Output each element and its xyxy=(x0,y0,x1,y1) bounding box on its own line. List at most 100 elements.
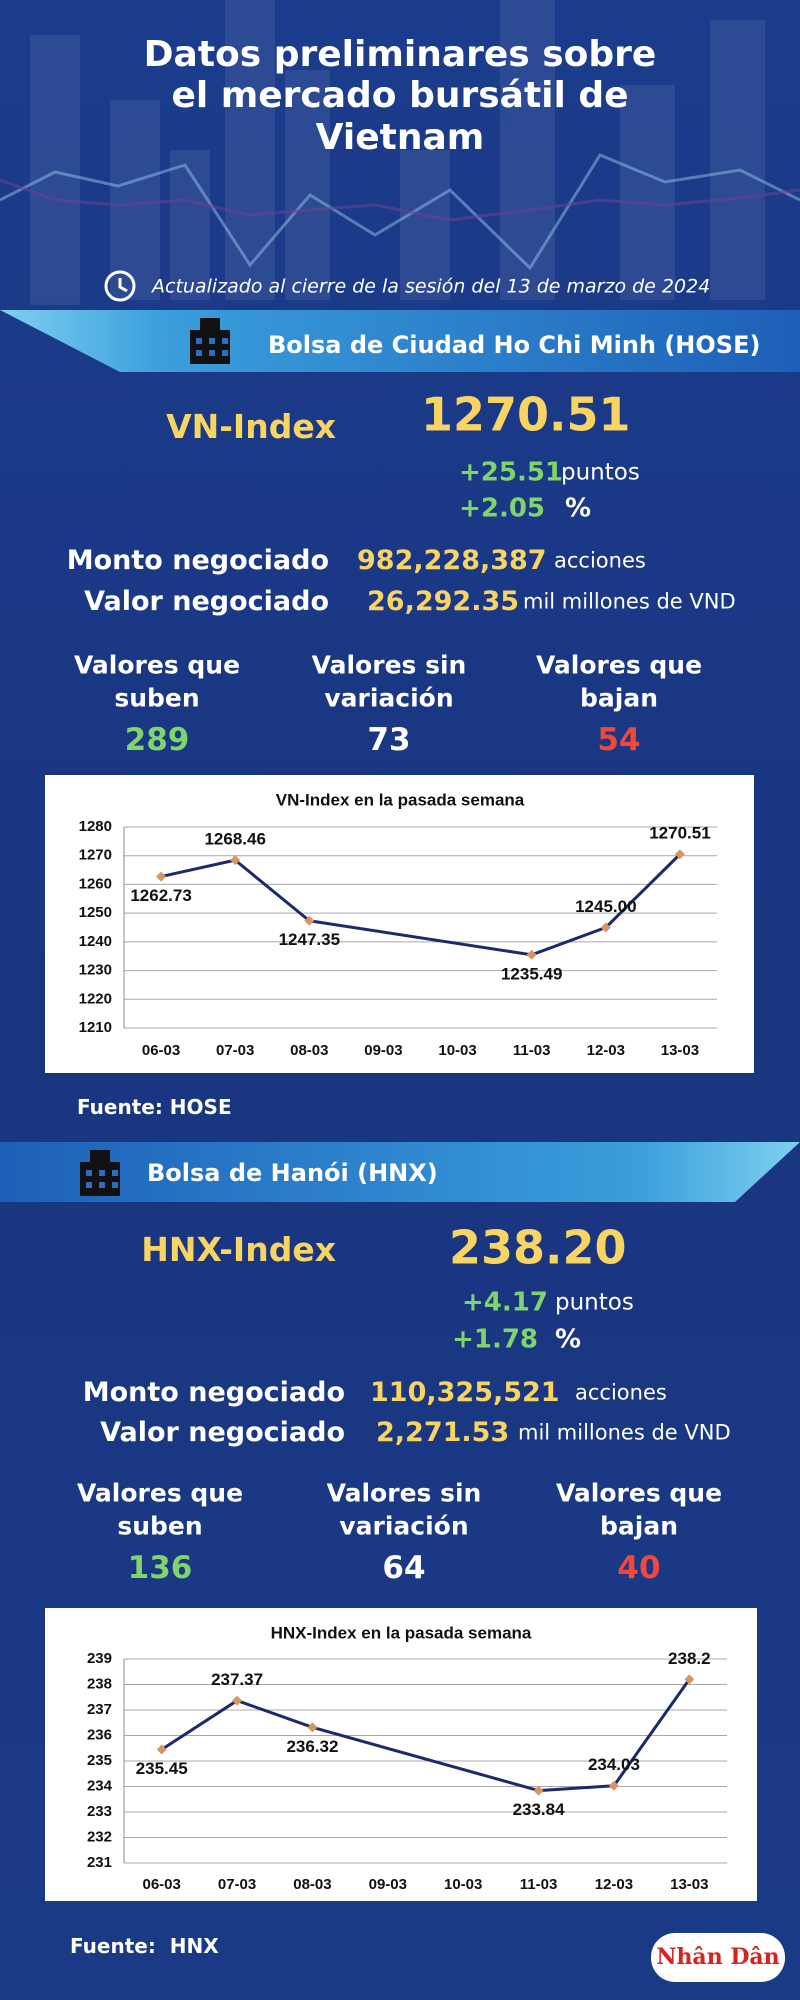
section-heading: Bolsa de Hanói (HNX) xyxy=(147,1158,438,1187)
y-tick-label: 1220 xyxy=(79,990,112,1007)
point-marker xyxy=(232,1695,243,1706)
line-segment xyxy=(604,852,682,929)
section-heading: Bolsa de Ciudad Ho Chi Minh (HOSE) xyxy=(268,330,761,359)
y-tick-label: 236 xyxy=(87,1726,112,1743)
breadth-count: 54 xyxy=(597,721,641,758)
point-marker xyxy=(156,1744,167,1755)
line-segment xyxy=(307,919,534,957)
data-label: 1235.49 xyxy=(501,964,562,983)
breadth-count: 40 xyxy=(617,1549,661,1586)
line-segment xyxy=(612,1677,691,1788)
x-tick-label: 08-03 xyxy=(290,1042,328,1059)
point-marker xyxy=(674,849,685,860)
line-segment xyxy=(537,1784,616,1793)
y-tick-label: 1280 xyxy=(79,818,112,835)
line-segment xyxy=(159,858,237,879)
point-marker xyxy=(304,915,315,926)
change: +25.51 xyxy=(459,457,564,488)
percent-unit: % xyxy=(565,493,592,524)
breadth-label: Valores que suben xyxy=(73,650,241,713)
turnover-unit: mil millones de VND xyxy=(523,589,736,614)
y-tick-label: 239 xyxy=(87,1650,112,1667)
point-marker xyxy=(307,1722,318,1733)
chart-title: HNX-Index en la pasada semana xyxy=(271,1623,532,1642)
point-marker xyxy=(600,922,611,933)
logo: Nhân Dân xyxy=(656,1943,780,1970)
point-marker xyxy=(526,949,537,960)
line-segment xyxy=(160,1699,239,1752)
breadth-count: 289 xyxy=(124,721,190,758)
percent-unit: % xyxy=(555,1324,582,1355)
data-label: 236.32 xyxy=(286,1737,338,1756)
line-segment xyxy=(235,1699,314,1729)
breadth-label: Valores sin variación xyxy=(326,1478,482,1541)
y-tick-label: 231 xyxy=(87,1854,112,1871)
breadth-count: 136 xyxy=(127,1549,193,1586)
x-tick-label: 08-03 xyxy=(293,1876,331,1893)
y-tick-label: 1240 xyxy=(79,933,112,950)
point-marker xyxy=(156,871,167,882)
x-tick-label: 10-03 xyxy=(438,1042,476,1059)
change-unit: puntos xyxy=(555,1289,634,1316)
x-tick-label: 13-03 xyxy=(661,1042,699,1059)
data-label: 233.84 xyxy=(513,1800,566,1819)
point-marker xyxy=(608,1780,619,1791)
x-tick-label: 12-03 xyxy=(595,1876,633,1893)
data-label: 234.03 xyxy=(588,1755,640,1774)
turnover: 26,292.35 xyxy=(367,586,520,618)
x-tick-label: 06-03 xyxy=(142,1042,180,1059)
data-label: 1247.35 xyxy=(279,930,340,949)
x-tick-label: 06-03 xyxy=(143,1876,181,1893)
line-segment xyxy=(233,858,311,923)
title: Datos preliminares sobre el mercado burs… xyxy=(143,33,657,158)
x-tick-label: 11-03 xyxy=(520,1876,558,1893)
x-tick-label: 10-03 xyxy=(444,1876,482,1893)
x-tick-label: 09-03 xyxy=(369,1876,407,1893)
y-tick-label: 238 xyxy=(87,1675,112,1692)
point-marker xyxy=(230,855,241,866)
data-label: 1245.00 xyxy=(575,897,636,916)
line-segment xyxy=(310,1725,541,1793)
x-tick-label: 09-03 xyxy=(364,1042,402,1059)
breadth-count: 73 xyxy=(367,721,411,758)
breadth-label: Valores que suben xyxy=(76,1478,244,1541)
data-label: 1270.51 xyxy=(649,824,710,843)
percent-change: +1.78 xyxy=(452,1324,538,1355)
source: Fuente: HNX xyxy=(70,1934,219,1958)
x-tick-label: 12-03 xyxy=(587,1042,625,1059)
y-tick-label: 235 xyxy=(87,1752,112,1769)
data-label: 238.2 xyxy=(668,1649,711,1668)
y-tick-label: 237 xyxy=(87,1701,112,1718)
turnover-unit: mil millones de VND xyxy=(518,1420,731,1445)
volume-unit: acciones xyxy=(554,548,646,573)
y-tick-label: 1270 xyxy=(79,847,112,864)
breadth-label: Valores sin variación xyxy=(311,650,467,713)
source: Fuente: HOSE xyxy=(77,1095,232,1119)
turnover-label: Valor negociado xyxy=(100,1417,345,1449)
breadth-label: Valores que bajan xyxy=(555,1478,723,1541)
index-name: HNX-Index xyxy=(141,1229,336,1269)
change: +4.17 xyxy=(462,1287,548,1318)
index-value: 238.20 xyxy=(449,1220,627,1275)
line-segment xyxy=(530,926,608,957)
turnover: 2,271.53 xyxy=(376,1417,510,1449)
data-label: 1268.46 xyxy=(204,830,265,849)
breadth-label: Valores que bajan xyxy=(535,650,703,713)
y-tick-label: 233 xyxy=(87,1803,112,1820)
y-tick-label: 232 xyxy=(87,1828,112,1845)
x-tick-label: 07-03 xyxy=(216,1042,254,1059)
breadth-count: 64 xyxy=(382,1549,426,1586)
update-note: Actualizado al cierre de la sesión del 1… xyxy=(152,275,711,298)
percent-change: +2.05 xyxy=(459,493,545,524)
volume: 110,325,521 xyxy=(370,1377,560,1409)
x-tick-label: 11-03 xyxy=(513,1042,551,1059)
y-tick-label: 1250 xyxy=(79,904,112,921)
volume: 982,228,387 xyxy=(357,545,547,577)
change-unit: puntos xyxy=(561,459,640,486)
turnover-label: Valor negociado xyxy=(84,586,329,618)
volume-label: Monto negociado xyxy=(82,1377,345,1409)
chart-title: VN-Index en la pasada semana xyxy=(276,790,525,809)
